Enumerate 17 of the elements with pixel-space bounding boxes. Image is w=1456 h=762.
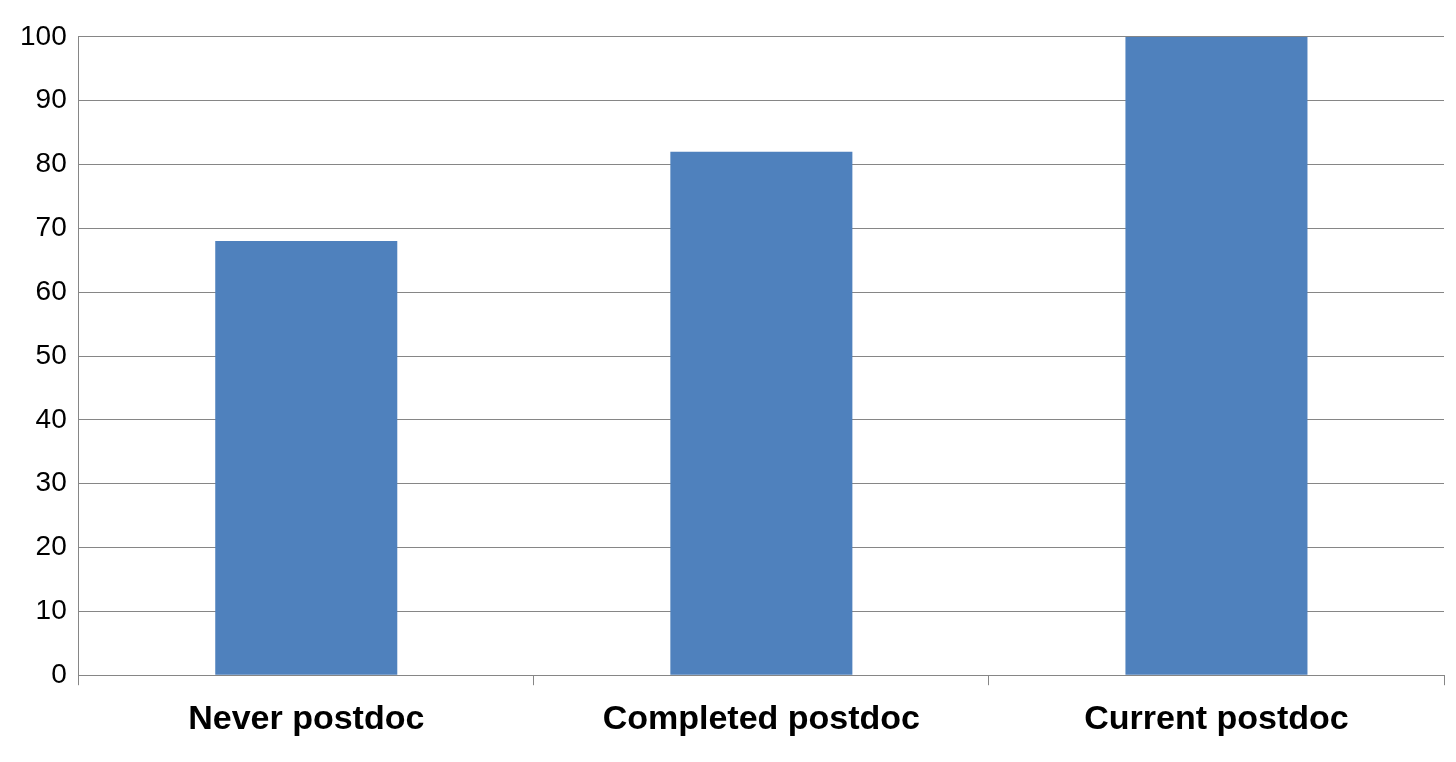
x-tick-label: Current postdoc <box>1084 697 1349 736</box>
y-tick-label: 40 <box>35 402 67 434</box>
y-tick-label: 50 <box>35 338 67 370</box>
bar <box>670 151 853 675</box>
y-tick-label: 30 <box>35 466 67 498</box>
y-tick-label: 70 <box>35 211 67 243</box>
y-tick-label: 10 <box>35 594 67 626</box>
bar <box>215 241 398 675</box>
y-tick-label: 90 <box>35 83 67 115</box>
y-tick-label: 100 <box>20 19 67 51</box>
x-tick-label: Never postdoc <box>188 697 425 736</box>
y-tick-label: 0 <box>51 657 67 689</box>
y-tick-label: 60 <box>35 274 67 306</box>
x-tick-label: Completed postdoc <box>602 697 921 736</box>
y-tick-label: 80 <box>35 147 67 179</box>
y-tick-label: 20 <box>35 530 67 562</box>
bar <box>1125 36 1308 675</box>
